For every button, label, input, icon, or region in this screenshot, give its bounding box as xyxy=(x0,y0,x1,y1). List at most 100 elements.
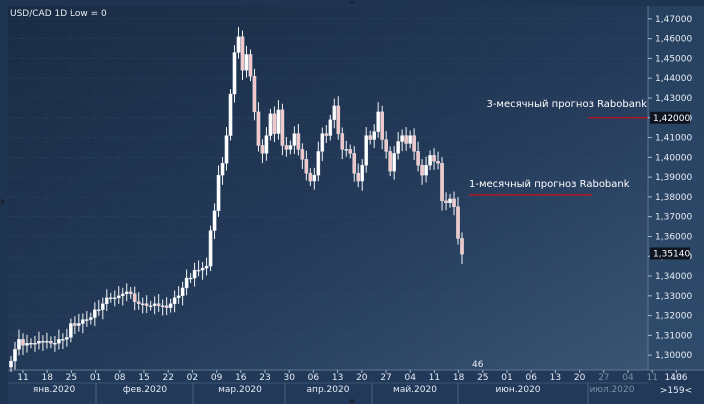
x-tick-label: 20 xyxy=(356,373,368,383)
candle-body xyxy=(120,293,125,297)
candle-body xyxy=(292,133,297,146)
candle-body xyxy=(17,339,21,350)
candle-body xyxy=(380,111,384,140)
y-tick-label: 1,47000 xyxy=(655,15,692,25)
x-tick-label: 11 xyxy=(429,373,440,383)
candle-body xyxy=(296,133,301,150)
candle-body xyxy=(356,172,361,182)
candle-body xyxy=(384,139,388,152)
candle-body xyxy=(424,165,428,176)
month-label: май.2020 xyxy=(393,385,437,395)
x-tick-label: 04 xyxy=(404,373,416,383)
month-label: янв.2020 xyxy=(33,385,76,395)
candle-body xyxy=(164,305,169,308)
candle-body xyxy=(392,153,396,172)
candle-body xyxy=(336,105,341,134)
x-tick-label: 25 xyxy=(477,373,488,383)
candle-body xyxy=(372,131,376,140)
current-price-box xyxy=(650,247,690,260)
forecast-price-box xyxy=(650,111,690,124)
candle-body xyxy=(344,149,349,151)
left-handle-icon[interactable] xyxy=(1,198,5,206)
x-tick-label: 06 xyxy=(525,373,537,383)
candle-body xyxy=(236,36,241,53)
x-tick-label: 18 xyxy=(671,373,683,383)
candle-layer xyxy=(9,26,464,372)
y-tick-label: 1,44000 xyxy=(655,74,692,84)
candle-body xyxy=(144,303,149,306)
candle-body xyxy=(260,145,265,154)
candle-body xyxy=(108,297,113,299)
candle-body xyxy=(204,265,209,269)
candle-body xyxy=(248,54,253,77)
candle-body xyxy=(284,145,289,150)
candle-body xyxy=(9,360,13,368)
y-tick-label: 1,32000 xyxy=(655,312,692,322)
candle-body xyxy=(324,133,329,136)
y-tick-label: 1,38000 xyxy=(655,193,692,203)
x-tick-label: 08 xyxy=(114,373,126,383)
candle-body xyxy=(37,341,41,344)
candle-body xyxy=(308,172,313,182)
candle-body xyxy=(432,155,436,162)
candle-body xyxy=(400,135,404,142)
candle-body xyxy=(25,343,29,346)
x-tick-label: 27 xyxy=(598,373,609,383)
candle-body xyxy=(148,305,153,307)
x-tick-label: 18 xyxy=(453,373,465,383)
y-tick-label: 1,41000 xyxy=(655,134,692,144)
candle-body xyxy=(29,343,33,345)
top-handle-icon[interactable] xyxy=(349,1,355,5)
candle-body xyxy=(200,267,205,271)
right-axis-month-label: >159< xyxy=(660,386,692,396)
candle-body xyxy=(420,165,424,176)
candle-body xyxy=(256,111,261,146)
chart-title: USD/CAD 1D Low = 0 xyxy=(10,9,107,19)
grid-layer xyxy=(8,6,677,370)
y-tick-label: 1,31000 xyxy=(655,331,692,341)
candle-body xyxy=(100,303,105,310)
forecast-3m-label: 3-месячный прогноз Rabobank xyxy=(486,99,647,110)
candle-body xyxy=(168,303,173,308)
x-tick-label: 18 xyxy=(41,373,53,383)
candle-body xyxy=(376,111,380,132)
candle-body xyxy=(116,295,121,298)
candle-body xyxy=(388,151,392,172)
x-tick-label: 22 xyxy=(162,373,173,383)
candle-body xyxy=(320,133,325,152)
month-label: мар.2020 xyxy=(218,385,262,395)
x-tick-label: 27 xyxy=(380,373,391,383)
candle-body xyxy=(264,135,269,154)
y-tick-label: 1,40000 xyxy=(655,153,692,163)
candle-body xyxy=(152,303,157,306)
candle-body xyxy=(41,341,45,343)
candle-body xyxy=(300,149,305,160)
candle-body xyxy=(61,339,65,341)
candle-body xyxy=(69,323,73,338)
bottom-handle-icon[interactable] xyxy=(349,398,355,403)
x-tick-label: 20 xyxy=(574,373,586,383)
x-tick-label: 13 xyxy=(550,373,561,383)
candle-body xyxy=(272,113,277,134)
candle-body xyxy=(33,343,37,345)
x-tick-label: 23 xyxy=(259,373,270,383)
candle-body xyxy=(97,309,101,311)
x-tick-label: 01 xyxy=(90,373,101,383)
candle-body xyxy=(160,305,165,307)
candle-body xyxy=(316,151,321,176)
candle-body xyxy=(192,269,197,279)
candle-body xyxy=(136,301,141,304)
plot-area xyxy=(8,6,648,370)
candle-body xyxy=(408,135,412,144)
x-tick-label: 04 xyxy=(622,373,634,383)
candle-body xyxy=(332,105,337,120)
candle-body xyxy=(436,161,440,164)
candle-body xyxy=(456,206,460,239)
candle-body xyxy=(428,155,432,166)
candle-body xyxy=(57,339,61,344)
candle-body xyxy=(81,319,85,324)
candle-body xyxy=(208,230,213,267)
forecast-1m-label: 1-месячный прогноз Rabobank xyxy=(469,179,630,190)
